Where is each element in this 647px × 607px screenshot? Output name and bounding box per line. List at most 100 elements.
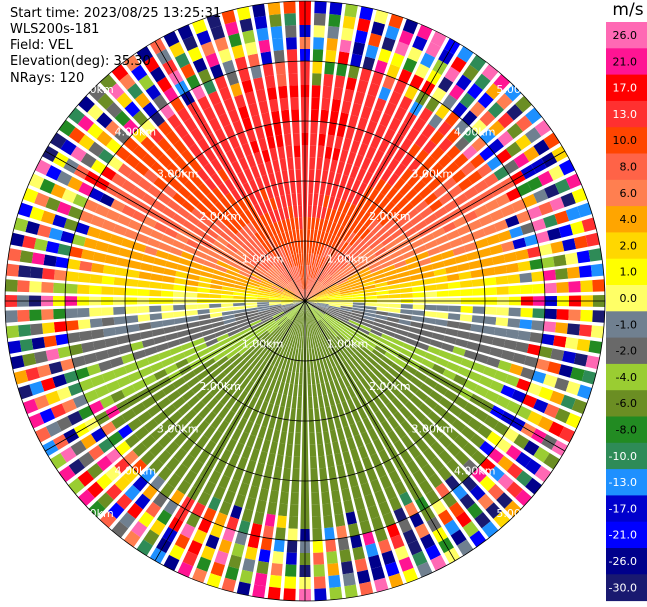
radar-gate: [388, 117, 402, 132]
radar-gate: [177, 403, 192, 416]
radar-gate: [471, 467, 487, 483]
radar-gate: [223, 345, 236, 355]
radar-gate: [263, 336, 274, 347]
radar-gate: [445, 328, 459, 337]
radar-gate: [352, 41, 366, 56]
radar-gate: [276, 73, 287, 87]
radar-gate: [55, 333, 69, 346]
radar-gate: [336, 186, 345, 199]
radar-gate: [293, 297, 305, 301]
radar-gate: [309, 444, 317, 457]
radar-gate: [353, 459, 365, 474]
radar-gate: [370, 328, 383, 337]
radar-gate: [67, 332, 81, 344]
radar-gate: [305, 301, 317, 304]
radar-gate: [135, 233, 150, 244]
radar-gate: [414, 133, 429, 148]
colorbar-tick-label: 26.0: [613, 29, 638, 42]
radar-gate: [191, 208, 205, 221]
radar-gate: [316, 359, 322, 372]
radar-gate: [269, 292, 282, 297]
radar-gate: [188, 158, 202, 173]
radar-gate: [213, 269, 226, 277]
nrays-label: NRays: 120: [10, 71, 85, 86]
radar-gate: [324, 61, 335, 75]
radar-gate: [297, 278, 302, 290]
radar-gate: [269, 441, 278, 455]
radar-gate: [485, 502, 502, 519]
radar-gate: [437, 509, 454, 526]
radar-gate: [350, 534, 363, 549]
radar-gate: [404, 364, 418, 376]
radar-gate: [506, 104, 523, 121]
radar-gate: [285, 564, 297, 577]
radar-gate: [366, 355, 378, 367]
radar-gate: [90, 374, 105, 387]
radar-gate: [382, 329, 396, 338]
radar-gate: [346, 385, 356, 399]
radar-gate: [407, 539, 423, 556]
radar-gate: [483, 277, 497, 286]
radar-gate: [269, 366, 278, 379]
radar-gate: [334, 452, 344, 466]
radar-gate: [227, 367, 239, 379]
radar-gate: [152, 199, 166, 213]
elevation-label: Elevation(deg): 35.30: [10, 54, 151, 69]
radar-gate: [327, 307, 340, 313]
radar-gate: [277, 442, 286, 456]
radar-gate: [446, 273, 460, 282]
radar-gate: [341, 560, 354, 575]
radar-gate: [515, 451, 532, 468]
radar-gate: [340, 304, 353, 307]
radar-gate: [233, 288, 246, 293]
radar-gate: [322, 85, 332, 99]
radar-gate: [305, 301, 317, 305]
radar-gate: [96, 473, 113, 490]
radar-gate: [550, 240, 565, 254]
radar-gate: [101, 219, 117, 232]
radar-gate: [230, 400, 242, 414]
radar-gate: [261, 174, 271, 188]
radar-gate: [472, 287, 485, 296]
radar-gate: [433, 184, 448, 198]
radar-gate: [312, 310, 321, 320]
radar-gate: [349, 423, 360, 437]
radar-gate: [369, 239, 381, 250]
radar-gate: [356, 508, 369, 523]
radar-gate: [269, 197, 278, 211]
radar-gate: [384, 351, 397, 362]
radar-gate: [504, 84, 522, 102]
radar-gate: [331, 268, 342, 278]
radar-gate: [391, 255, 405, 264]
radar-gate: [242, 471, 253, 485]
radar-gate: [297, 241, 301, 254]
radar-gate: [509, 226, 524, 239]
radar-gate: [332, 223, 341, 236]
radar-gate: [370, 453, 382, 467]
radar-gate: [509, 363, 524, 376]
radar-gate: [300, 265, 303, 278]
radar-gate: [182, 370, 196, 382]
radar-gate: [429, 339, 443, 349]
radar-gate: [206, 362, 219, 374]
radar-gate: [364, 306, 377, 310]
radar-gate: [471, 362, 486, 374]
radar-gate: [269, 303, 282, 306]
radar-gate: [555, 322, 569, 334]
radar-gate: [364, 309, 377, 314]
radar-gate: [288, 322, 295, 334]
radar-gate: [214, 264, 228, 273]
radar-gate: [466, 502, 483, 519]
radar-gate: [515, 341, 529, 353]
radar-gate: [287, 61, 298, 74]
radar-gate: [415, 200, 429, 213]
radar-gate: [310, 360, 314, 373]
radar-gate: [381, 235, 394, 247]
radar-gate: [313, 13, 326, 26]
radar-gate: [398, 276, 412, 283]
radar-gate: [444, 475, 460, 491]
radar-gate: [266, 337, 276, 349]
radar-gate: [368, 261, 381, 270]
radar-gate: [277, 183, 285, 196]
radar-gate: [169, 544, 185, 561]
